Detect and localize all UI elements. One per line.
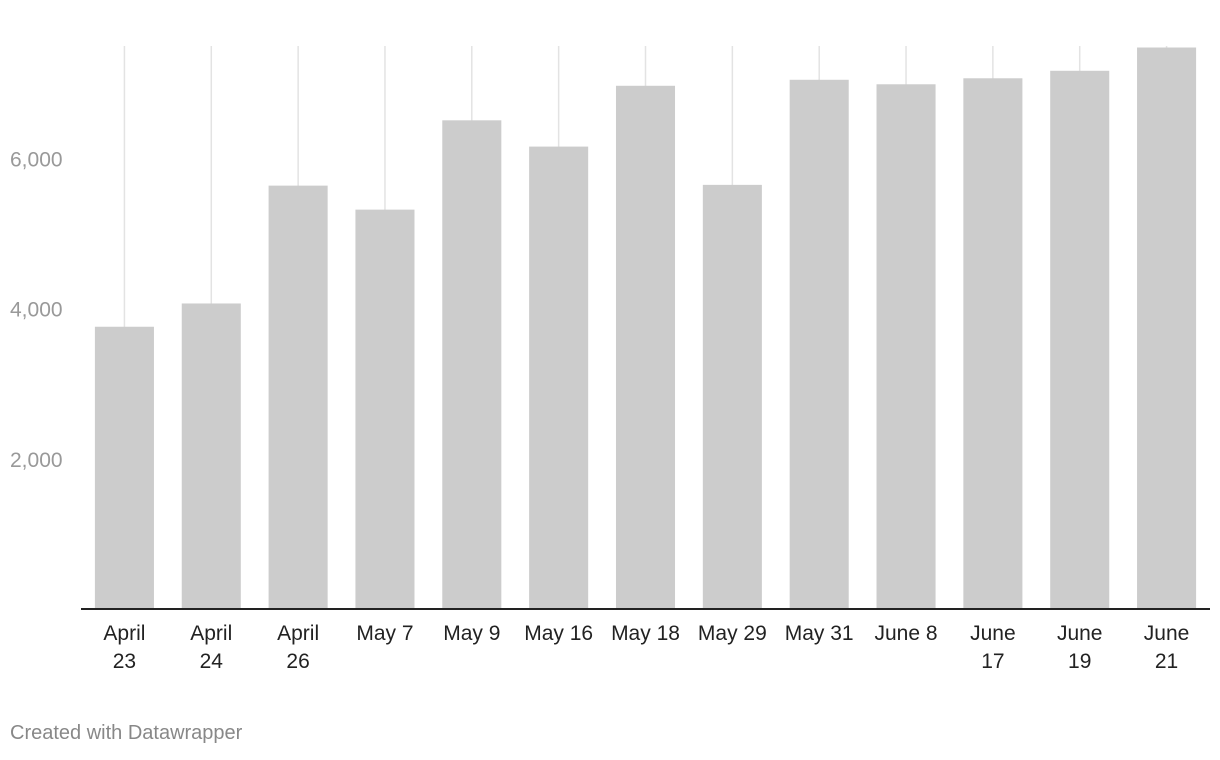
- bar: [1050, 70, 1110, 610]
- x-tick-label: April 24: [190, 622, 233, 673]
- y-tick-label: 4,000: [10, 299, 63, 322]
- bar: [268, 185, 328, 609]
- x-tick-label: June 17: [970, 622, 1016, 673]
- x-tick-label: May 18: [611, 622, 680, 645]
- y-tick-label: 6,000: [10, 149, 63, 172]
- bar: [529, 146, 589, 609]
- x-tick-label: June 19: [1056, 622, 1103, 673]
- bar: [355, 209, 415, 610]
- bar: [94, 326, 154, 609]
- x-tick-label: May 7: [356, 622, 414, 645]
- bar: [442, 120, 502, 609]
- x-tick-label: May 29: [697, 622, 767, 645]
- x-tick-label: May 31: [784, 622, 854, 645]
- bar: [789, 79, 849, 609]
- bar: [615, 85, 676, 609]
- bar: [702, 184, 762, 609]
- y-tick-label: 2,000: [10, 449, 63, 472]
- bar: [876, 84, 936, 609]
- x-tick-label: May 16: [524, 622, 594, 645]
- x-tick-label: April 26: [277, 622, 320, 673]
- x-tick-label: June 21: [1143, 622, 1190, 673]
- bar: [963, 78, 1023, 609]
- x-tick-label: April 23: [103, 622, 146, 673]
- footer: Created with Datawrapper: [10, 722, 243, 744]
- bar: [1137, 47, 1197, 609]
- bar: [181, 303, 241, 609]
- x-tick-label: June 8: [874, 622, 938, 645]
- x-tick-label: May 9: [443, 622, 501, 645]
